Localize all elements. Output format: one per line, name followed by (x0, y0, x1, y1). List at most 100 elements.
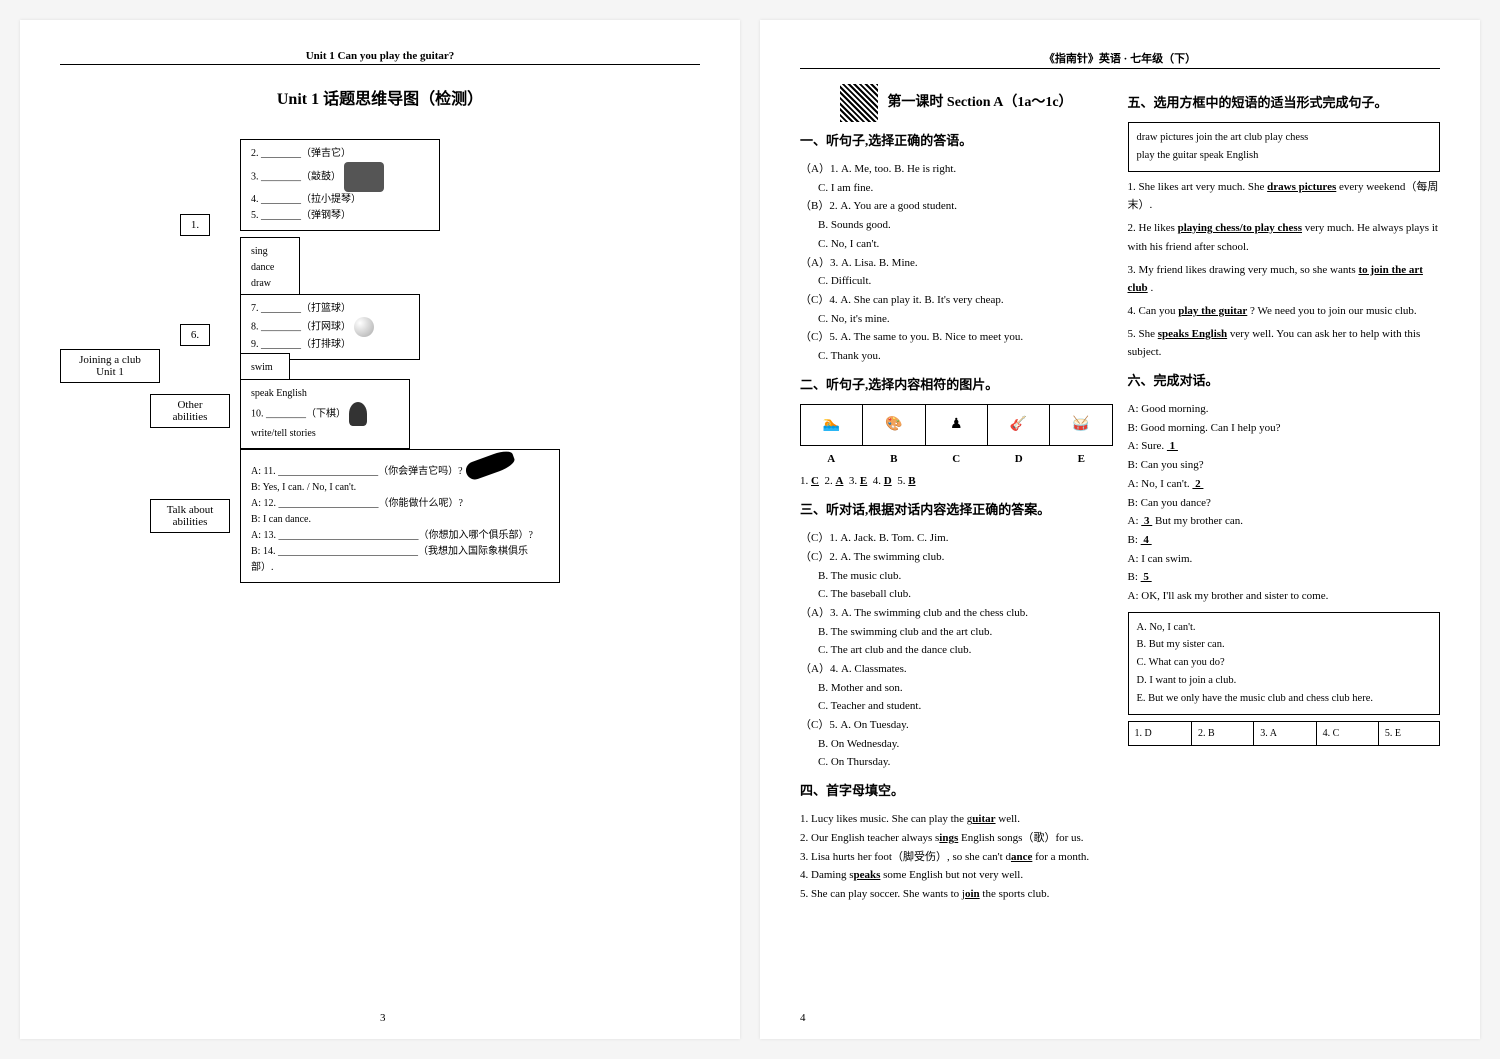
other-box: speak English 10. ________（下棋） write/tel… (240, 379, 410, 449)
pic-d: 🎸 (988, 405, 1050, 445)
fill-line: 5. She can play soccer. She wants to joi… (800, 885, 1113, 904)
right-header: 《指南针》英语 · 七年级（下） (800, 50, 1440, 69)
left-header: Unit 1 Can you play the guitar? (60, 50, 700, 65)
text-line: C. The baseball club. (800, 585, 1113, 604)
dialogue-line: A: OK, I'll ask my brother and sister to… (1128, 587, 1441, 606)
text-line: C. Thank you. (800, 347, 1113, 366)
branch1: 1. (180, 214, 210, 236)
left-pagenum: 3 (380, 1012, 386, 1024)
dialogue-line: B: 4 (1128, 531, 1441, 550)
dialogue-line: A: No, I can't. 2 (1128, 475, 1441, 494)
dialogue-line: B: Can you sing? (1128, 456, 1441, 475)
instruments-box: 2. ________（弹吉它） 3. ________（敲鼓） 4. ____… (240, 139, 440, 231)
lesson-title: 第一课时 Section A（1a～1c） (800, 84, 1113, 122)
sec2-answers: 1. C 2. A 3. E 4. D 5. B (800, 472, 1113, 491)
sec3-list: （C）1. A. Jack. B. Tom. C. Jim.（C）2. A. T… (800, 529, 1113, 772)
sec6-title: 六、完成对话。 (1128, 370, 1441, 392)
dialogue-line: B: 5 (1128, 568, 1441, 587)
fill-line: 5. She speaks English very well. You can… (1128, 325, 1441, 362)
text-line: （C）5. A. On Tuesday. (800, 716, 1113, 735)
ball-icon (354, 317, 374, 337)
qr-icon (840, 84, 878, 122)
text-line: B. The swimming club and the art club. (800, 623, 1113, 642)
text-line: （C）2. A. The swimming club. (800, 548, 1113, 567)
text-line: （C）4. A. She can play it. B. It's very c… (800, 291, 1113, 310)
right-page: 《指南针》英语 · 七年级（下） 第一课时 Section A（1a～1c） 一… (760, 20, 1480, 1039)
pic-labels: A B C D E (800, 450, 1113, 469)
fill-line: 4. Daming speaks some English but not ve… (800, 866, 1113, 885)
dialogue-line: A: Good morning. (1128, 400, 1441, 419)
pic-row: 🏊 🎨 ♟ 🎸 🥁 (800, 404, 1113, 446)
sec5-title: 五、选用方框中的短语的适当形式完成句子。 (1128, 92, 1441, 114)
sports-box: 7. ________（打篮球） 8. ________（打网球） 9. ___… (240, 294, 420, 360)
guitar-icon (464, 448, 517, 482)
text-line: B. Mother and son. (800, 679, 1113, 698)
chess-icon (349, 402, 367, 426)
text-line: C. Difficult. (800, 272, 1113, 291)
right-spread: 第一课时 Section A（1a～1c） 一、听句子,选择正确的答语。 （A）… (800, 84, 1440, 904)
text-line: B. On Wednesday. (800, 735, 1113, 754)
fill-line: 2. He likes playing chess/to play chess … (1128, 219, 1441, 256)
sec3-title: 三、听对话,根据对话内容选择正确的答案。 (800, 499, 1113, 521)
sec1-title: 一、听句子,选择正确的答语。 (800, 130, 1113, 152)
other-abilities-node: Other abilities (150, 394, 230, 428)
fill-line: 4. Can you play the guitar ? We need you… (1128, 302, 1441, 321)
root-node: Joining a club Unit 1 (60, 349, 160, 383)
verbs-box: sing dance draw (240, 237, 300, 299)
talk-box: A: 11. ____________________（你会弹吉它吗）? B: … (240, 449, 560, 583)
text-line: （A）1. A. Me, too. B. He is right. (800, 160, 1113, 179)
option-line: D. I want to join a club. (1137, 672, 1432, 690)
unit-title: Unit 1 话题思维导图（检测） (60, 85, 700, 109)
sec6-answer-table: 1. D 2. B 3. A 4. C 5. E (1128, 721, 1441, 746)
option-line: E. But we only have the music club and c… (1137, 690, 1432, 708)
sec5-phrase-box: draw pictures join the art club play che… (1128, 122, 1441, 172)
drum-icon (344, 162, 384, 192)
branch6: 6. (180, 324, 210, 346)
sec1-list: （A）1. A. Me, too. B. He is right.C. I am… (800, 160, 1113, 366)
option-line: B. But my sister can. (1137, 636, 1432, 654)
option-line: C. What can you do? (1137, 654, 1432, 672)
text-line: （B）2. A. You are a good student. (800, 197, 1113, 216)
sec6-dialogue: A: Good morning.B: Good morning. Can I h… (1128, 400, 1441, 606)
left-page: Unit 1 Can you play the guitar? Unit 1 话… (20, 20, 740, 1039)
text-line: （C）5. A. The same to you. B. Nice to mee… (800, 328, 1113, 347)
dialogue-line: B: Good morning. Can I help you? (1128, 419, 1441, 438)
fill-line: 2. Our English teacher always sings Engl… (800, 829, 1113, 848)
text-line: C. I am fine. (800, 179, 1113, 198)
pic-e: 🥁 (1050, 405, 1111, 445)
pic-b: 🎨 (863, 405, 925, 445)
text-line: C. On Thursday. (800, 753, 1113, 772)
sec6-options-box: A. No, I can't.B. But my sister can.C. W… (1128, 612, 1441, 715)
dialogue-line: A: Sure. 1 (1128, 437, 1441, 456)
text-line: （A）4. A. Classmates. (800, 660, 1113, 679)
sec4-title: 四、首字母填空。 (800, 780, 1113, 802)
text-line: C. No, I can't. (800, 235, 1113, 254)
option-line: A. No, I can't. (1137, 619, 1432, 637)
sec2-title: 二、听句子,选择内容相符的图片。 (800, 374, 1113, 396)
fill-line: 3. My friend likes drawing very much, so… (1128, 261, 1441, 298)
dialogue-line: A: I can swim. (1128, 550, 1441, 569)
col-right: 五、选用方框中的短语的适当形式完成句子。 draw pictures join … (1128, 84, 1441, 904)
sec4-list: 1. Lucy likes music. She can play the gu… (800, 810, 1113, 903)
fill-line: 3. Lisa hurts her foot（脚受伤）, so she can'… (800, 848, 1113, 867)
fill-line: 1. She likes art very much. She draws pi… (1128, 178, 1441, 215)
pic-a: 🏊 (801, 405, 863, 445)
text-line: C. The art club and the dance club. (800, 641, 1113, 660)
text-line: （A）3. A. The swimming club and the chess… (800, 604, 1113, 623)
pic-c: ♟ (926, 405, 988, 445)
text-line: C. No, it's mine. (800, 310, 1113, 329)
dialogue-line: A: 3 But my brother can. (1128, 512, 1441, 531)
dialogue-line: B: Can you dance? (1128, 494, 1441, 513)
fill-line: 1. Lucy likes music. She can play the gu… (800, 810, 1113, 829)
text-line: （A）3. A. Lisa. B. Mine. (800, 254, 1113, 273)
col-left: 第一课时 Section A（1a～1c） 一、听句子,选择正确的答语。 （A）… (800, 84, 1113, 904)
text-line: （C）1. A. Jack. B. Tom. C. Jim. (800, 529, 1113, 548)
text-line: C. Teacher and student. (800, 697, 1113, 716)
text-line: B. The music club. (800, 567, 1113, 586)
talk-node: Talk about abilities (150, 499, 230, 533)
root-text: Joining a club Unit 1 (79, 354, 141, 378)
right-pagenum: 4 (800, 1012, 806, 1024)
text-line: B. Sounds good. (800, 216, 1113, 235)
mindmap: Joining a club Unit 1 1. 2. ________（弹吉它… (60, 129, 700, 629)
sec5-list: 1. She likes art very much. She draws pi… (1128, 178, 1441, 362)
